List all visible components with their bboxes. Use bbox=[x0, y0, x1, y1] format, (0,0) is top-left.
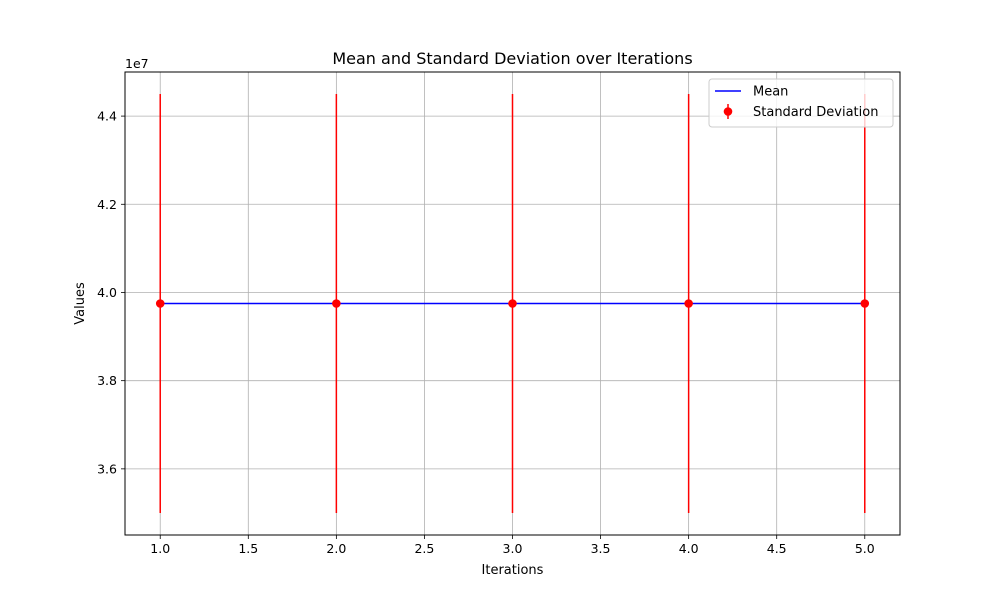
std-errorbar-marker bbox=[332, 299, 341, 308]
axis-ticks: 1.0 1.5 2.0 2.5 3.0 3.5 4.0 4.5 5.0 3.6 3.8 4.0 4.2 4… bbox=[97, 109, 875, 556]
plot-data bbox=[155, 94, 870, 513]
y-tick-label: 4.4 bbox=[97, 109, 117, 124]
y-tick-label: 3.8 bbox=[97, 373, 117, 388]
y-offset-label: 1e7 bbox=[125, 56, 149, 71]
x-tick-label: 2.0 bbox=[326, 541, 346, 556]
x-tick-label: 4.0 bbox=[679, 541, 699, 556]
y-axis-label: Values bbox=[73, 282, 88, 325]
y-tick-label: 3.6 bbox=[97, 461, 117, 476]
x-tick-label: 1.0 bbox=[150, 541, 170, 556]
std-errorbar-marker bbox=[684, 299, 693, 308]
x-tick-label: 4.5 bbox=[767, 541, 787, 556]
legend-label-mean: Mean bbox=[753, 85, 788, 100]
y-tick-label: 4.2 bbox=[97, 197, 117, 212]
std-errorbar-marker bbox=[860, 299, 870, 308]
x-tick-label: 1.5 bbox=[238, 541, 258, 556]
chart-title: Mean and Standard Deviation over Iterati… bbox=[332, 49, 692, 68]
legend-label-standard-deviation: Standard Deviation bbox=[753, 105, 878, 120]
x-tick-label: 3.0 bbox=[503, 541, 523, 556]
y-tick-label: 4.0 bbox=[97, 285, 117, 300]
legend-box bbox=[708, 78, 894, 128]
legend-errorbar-marker bbox=[723, 107, 733, 116]
x-tick-label: 5.0 bbox=[855, 541, 875, 556]
x-tick-label: 3.5 bbox=[591, 541, 611, 556]
x-axis-label: Iterations bbox=[482, 563, 544, 578]
legend: Mean Standard Deviation bbox=[708, 78, 894, 128]
std-errorbar-marker bbox=[155, 299, 165, 308]
x-tick-label: 2.5 bbox=[414, 541, 434, 556]
std-errorbar-marker bbox=[508, 299, 517, 308]
